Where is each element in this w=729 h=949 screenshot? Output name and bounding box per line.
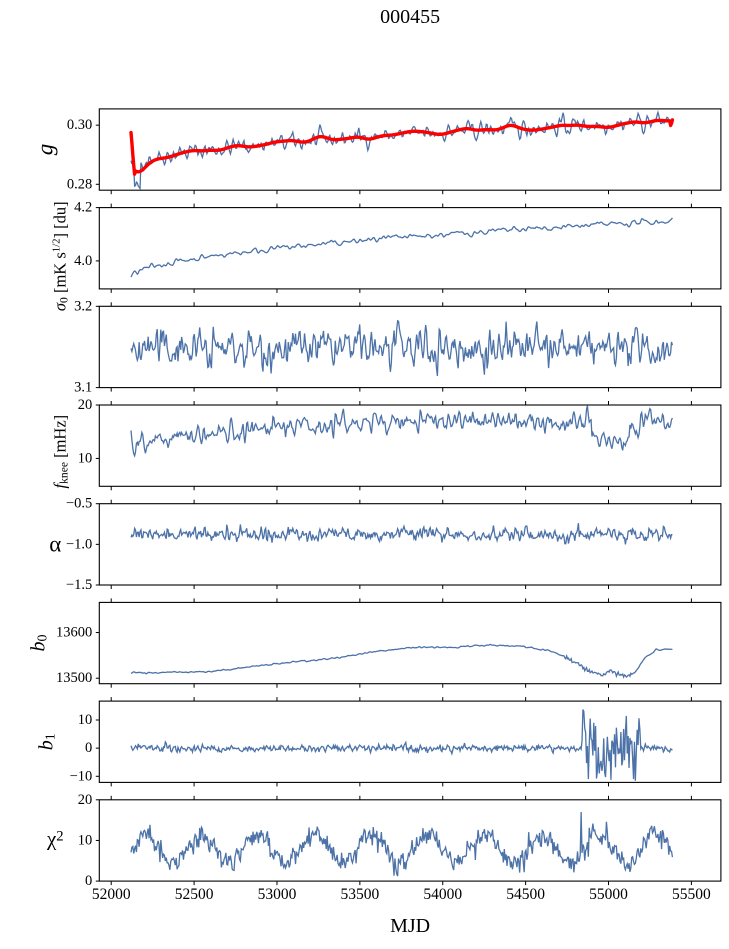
svg-text:20: 20 — [78, 397, 93, 413]
svg-text:g: g — [33, 144, 58, 156]
svg-text:−10: −10 — [70, 768, 93, 784]
svg-text:4.0: 4.0 — [74, 253, 92, 269]
svg-text:52500: 52500 — [175, 886, 214, 903]
svg-text:0.28: 0.28 — [67, 176, 92, 192]
svg-text:−1.5: −1.5 — [66, 577, 92, 593]
svg-text:0.30: 0.30 — [67, 117, 92, 133]
svg-text:52000: 52000 — [92, 886, 131, 903]
svg-text:−0.5: −0.5 — [66, 496, 92, 512]
svg-text:55500: 55500 — [672, 886, 711, 903]
svg-text:53500: 53500 — [340, 886, 379, 903]
svg-text:10: 10 — [78, 450, 93, 466]
svg-text:3.1: 3.1 — [74, 380, 92, 396]
svg-text:54000: 54000 — [423, 886, 462, 903]
svg-text:10: 10 — [78, 712, 93, 728]
svg-text:20: 20 — [78, 792, 93, 808]
svg-text:53000: 53000 — [258, 886, 297, 903]
svg-text:3.2: 3.2 — [74, 298, 92, 314]
svg-text:000455: 000455 — [380, 6, 440, 28]
svg-text:σ0 [mK s1/2] [du]: σ0 [mK s1/2] [du] — [50, 201, 71, 311]
svg-text:−1.0: −1.0 — [66, 536, 92, 552]
svg-text:13500: 13500 — [56, 670, 92, 686]
svg-text:4.2: 4.2 — [74, 200, 92, 216]
svg-text:α: α — [49, 531, 61, 556]
svg-text:54500: 54500 — [506, 886, 545, 903]
svg-text:0: 0 — [85, 740, 92, 756]
svg-text:13600: 13600 — [56, 625, 92, 641]
svg-text:55000: 55000 — [589, 886, 628, 903]
svg-text:MJD: MJD — [390, 915, 430, 937]
svg-text:10: 10 — [78, 832, 93, 848]
